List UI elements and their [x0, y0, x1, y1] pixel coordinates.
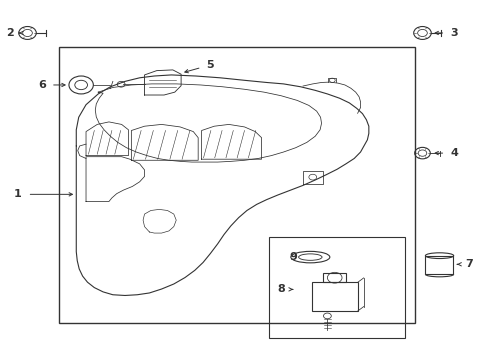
Text: 7: 7	[464, 259, 472, 269]
Text: 4: 4	[449, 148, 457, 158]
Text: 5: 5	[206, 60, 214, 70]
Text: 9: 9	[289, 252, 297, 262]
Bar	[424, 256, 452, 274]
Text: 8: 8	[277, 284, 285, 294]
Text: 2: 2	[6, 28, 14, 38]
Bar	[59, 47, 414, 323]
Bar	[268, 237, 405, 338]
Text: 3: 3	[449, 28, 457, 38]
Text: 6: 6	[38, 80, 46, 90]
Text: 1: 1	[14, 189, 21, 199]
Bar	[311, 282, 357, 311]
Bar	[323, 273, 346, 282]
